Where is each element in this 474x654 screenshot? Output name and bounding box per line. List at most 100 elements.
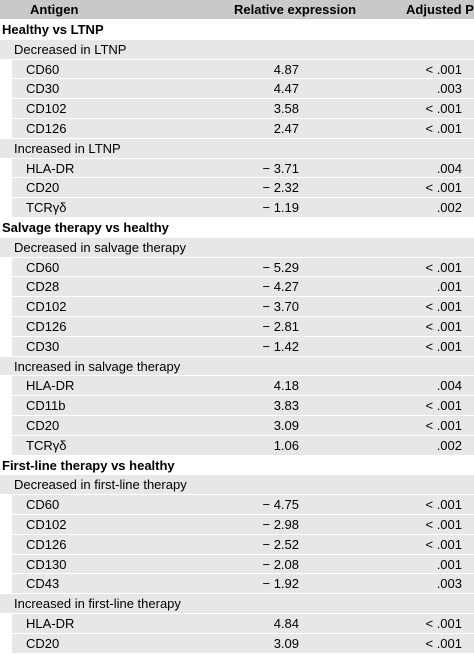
subsection-label: Increased in LTNP — [14, 140, 121, 156]
antigen-cell: HLA-DR — [26, 378, 75, 394]
relative-expression-cell: 4.47 — [273, 81, 299, 97]
antigen-cell: CD126 — [26, 120, 67, 136]
relative-expression-cell: 4.18 — [273, 378, 299, 394]
adjusted-p-cell: < .001 — [425, 516, 462, 532]
adjusted-p-cell: .001 — [436, 279, 462, 295]
table-row: CD28 − 4.27 .001 — [12, 277, 474, 298]
table-row: TCRγδ 1.06 .002 — [12, 435, 474, 456]
antigen-cell: HLA-DR — [26, 160, 75, 176]
adjusted-p-cell: < .001 — [425, 338, 462, 354]
section-label: Healthy vs LTNP — [2, 22, 104, 37]
relative-expression-cell: − 4.75 — [262, 497, 299, 513]
adjusted-p-cell: < .001 — [425, 398, 462, 414]
adjusted-p-cell: < .001 — [425, 615, 462, 631]
subsection-heading: Increased in first-line therapy — [0, 594, 474, 614]
antigen-cell: CD28 — [26, 279, 60, 295]
antigen-cell: TCRγδ — [26, 200, 67, 216]
table-header: Antigen Relative expression Adjusted P — [0, 0, 474, 20]
relative-expression-cell: − 4.27 — [262, 279, 299, 295]
antigen-cell: CD30 — [26, 81, 60, 97]
antigen-cell: CD102 — [26, 101, 67, 117]
relative-expression-cell: − 1.19 — [262, 200, 299, 216]
relative-expression-cell: − 1.92 — [262, 576, 299, 592]
subsection-label: Decreased in LTNP — [14, 41, 127, 57]
adjusted-p-cell: < .001 — [425, 101, 462, 117]
adjusted-p-cell: .003 — [436, 576, 462, 592]
subsection-label: Increased in salvage therapy — [14, 358, 181, 374]
table-row: CD130 − 2.08 .001 — [12, 554, 474, 575]
table-row: CD30 − 1.42 < .001 — [12, 336, 474, 357]
antigen-cell: CD60 — [26, 259, 60, 275]
antigen-cell: CD60 — [26, 61, 60, 77]
table-row: CD20 − 2.32 < .001 — [12, 178, 474, 199]
section-label: Salvage therapy vs healthy — [2, 219, 169, 235]
table-row: CD126 2.47 < .001 — [12, 118, 474, 139]
adjusted-p-cell: < .001 — [425, 536, 462, 552]
antigen-cell: CD20 — [26, 635, 60, 651]
antigen-cell: CD60 — [26, 497, 60, 513]
adjusted-p-cell: .002 — [436, 200, 462, 216]
adjusted-p-cell: .004 — [436, 160, 462, 176]
antigen-cell: TCRγδ — [26, 437, 67, 453]
adjusted-p-cell: < .001 — [425, 61, 462, 77]
antigen-cell: CD102 — [26, 299, 67, 315]
header-antigen: Antigen — [30, 2, 79, 17]
relative-expression-cell: 4.87 — [273, 61, 299, 77]
adjusted-p-cell: .003 — [436, 81, 462, 97]
relative-expression-cell: 2.47 — [273, 120, 299, 136]
relative-expression-cell: − 2.98 — [262, 516, 299, 532]
antigen-cell: CD126 — [26, 318, 67, 334]
relative-expression-cell: 3.09 — [273, 417, 299, 433]
adjusted-p-cell: .001 — [436, 556, 462, 572]
adjusted-p-cell: < .001 — [425, 497, 462, 513]
relative-expression-cell: − 3.70 — [262, 299, 299, 315]
adjusted-p-cell: < .001 — [425, 417, 462, 433]
adjusted-p-cell: < .001 — [425, 259, 462, 275]
table-row: CD30 4.47 .003 — [12, 79, 474, 100]
table-row: CD11b 3.83 < .001 — [12, 396, 474, 416]
relative-expression-cell: − 1.42 — [262, 338, 299, 354]
relative-expression-cell: − 2.81 — [262, 318, 299, 334]
adjusted-p-cell: < .001 — [425, 120, 462, 136]
table-row: CD102 − 3.70 < .001 — [12, 297, 474, 317]
subsection-label: Increased in first-line therapy — [14, 596, 181, 612]
relative-expression-cell: − 2.08 — [262, 556, 299, 572]
antigen-cell: CD43 — [26, 576, 60, 592]
table-row: TCRγδ − 1.19 .002 — [12, 198, 474, 218]
relative-expression-cell: 4.84 — [273, 615, 299, 631]
table-row: CD60 − 5.29 < .001 — [12, 257, 474, 278]
header-adjusted-p: Adjusted P — [406, 2, 474, 17]
antigen-cell: CD130 — [26, 556, 67, 572]
subsection-heading: Decreased in salvage therapy — [0, 237, 474, 258]
table-row: CD126 − 2.81 < .001 — [12, 316, 474, 337]
subsection-label: Decreased in salvage therapy — [14, 239, 186, 255]
subsection-heading: Increased in LTNP — [0, 138, 474, 159]
antigen-cell: CD20 — [26, 180, 60, 196]
adjusted-p-cell: < .001 — [425, 180, 462, 196]
table-row: CD102 3.58 < .001 — [12, 99, 474, 119]
section-heading: Healthy vs LTNP — [0, 20, 474, 40]
adjusted-p-cell: .004 — [436, 378, 462, 394]
table-row: HLA-DR 4.84 < .001 — [12, 613, 474, 634]
header-relative-expression: Relative expression — [234, 2, 357, 17]
table-row: CD43 − 1.92 .003 — [12, 574, 474, 595]
table-row: CD60 4.87 < .001 — [12, 59, 474, 80]
antigen-cell: HLA-DR — [26, 615, 75, 631]
table-row: HLA-DR 4.18 .004 — [12, 376, 474, 397]
relative-expression-cell: 3.09 — [273, 635, 299, 651]
adjusted-p-cell: < .001 — [425, 318, 462, 334]
table-row: CD102 − 2.98 < .001 — [12, 514, 474, 535]
relative-expression-cell: 3.58 — [273, 101, 299, 117]
antigen-cell: CD30 — [26, 338, 60, 354]
table-body: Healthy vs LTNP Decreased in LTNP CD60 4.87… — [0, 20, 474, 654]
subsection-heading: Decreased in LTNP — [0, 39, 474, 60]
section-heading: First-line therapy vs healthy — [0, 455, 474, 476]
adjusted-p-cell: .002 — [436, 437, 462, 453]
antigen-cell: CD126 — [26, 536, 67, 552]
antigen-cell: CD102 — [26, 516, 67, 532]
relative-expression-cell: 1.06 — [273, 437, 299, 453]
relative-expression-cell: − 2.52 — [262, 536, 299, 552]
relative-expression-cell: − 5.29 — [262, 259, 299, 275]
adjusted-p-cell: < .001 — [425, 299, 462, 315]
